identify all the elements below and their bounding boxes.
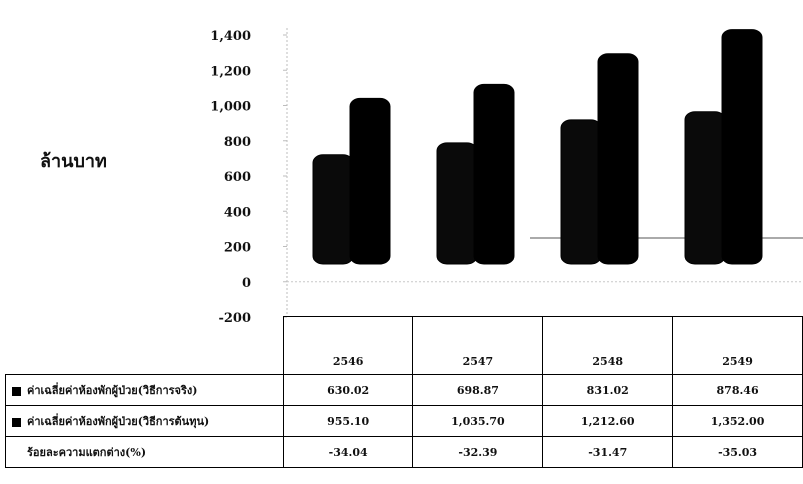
y-tick-label: 400 <box>224 205 251 220</box>
table-cell: 1,035.70 <box>412 405 544 437</box>
bar-series-1 <box>684 111 726 265</box>
table-header-cell: 2549 <box>672 316 803 375</box>
table-cell: 955.10 <box>282 405 414 437</box>
legend-entry-series-1: ค่าเฉลี่ยค่าห้องพักผู้ป่วย(วิธีการจริง) <box>5 374 284 406</box>
legend-entry-series-2: ค่าเฉลี่ยค่าห้องพักผู้ป่วย(วิธีการต้นทุน… <box>5 405 284 437</box>
table-corner <box>6 317 284 375</box>
table-row: ค่าเฉลี่ยค่าห้องพักผู้ป่วย(วิธีการจริง) … <box>5 374 803 406</box>
difference-label: ร้อยละความแตกต่าง(%) <box>27 446 147 459</box>
y-tick-label: 1,200 <box>210 64 251 79</box>
y-tick-label: 0 <box>242 276 251 291</box>
y-tick-label: 1,000 <box>210 100 251 115</box>
bar-series-2 <box>721 29 763 265</box>
table-cell: -34.04 <box>282 436 414 468</box>
table-row: ร้อยละความแตกต่าง(%) -34.04 -32.39 -31.4… <box>5 436 803 468</box>
table-cell: -31.47 <box>542 436 674 468</box>
legend-label: ค่าเฉลี่ยค่าห้องพักผู้ป่วย(วิธีการต้นทุน… <box>27 415 210 428</box>
table-header-cell: 2548 <box>542 316 674 375</box>
table-cell: 630.02 <box>282 374 414 406</box>
data-table: 2546 2547 2548 2549 ค่าเฉลี่ยค่าห้องพักผ… <box>5 316 803 468</box>
y-axis-title: ล้านบาท <box>40 151 107 172</box>
table-header-cell: 2546 <box>282 316 414 375</box>
table-cell: 698.87 <box>412 374 544 406</box>
legend-swatch-icon <box>12 386 21 396</box>
y-tick-label: 200 <box>224 241 251 256</box>
table-header-cell: 2547 <box>412 316 544 375</box>
bar-series-2 <box>349 97 391 265</box>
bar-series-1 <box>312 154 354 265</box>
legend-swatch-icon <box>12 417 21 427</box>
y-tick-label: 600 <box>224 170 251 185</box>
bar-series-2 <box>473 83 515 265</box>
table-cell: 1,212.60 <box>542 405 674 437</box>
bar-series-2 <box>597 53 639 265</box>
table-cell: -35.03 <box>672 436 803 468</box>
y-tick-label: 800 <box>224 135 251 150</box>
table-cell: 878.46 <box>672 374 803 406</box>
y-tick-label: 1,400 <box>210 29 251 44</box>
table-cell: -32.39 <box>412 436 544 468</box>
bar-series-1 <box>560 119 602 265</box>
table-cell: 831.02 <box>542 374 674 406</box>
y-tick-label: -200 <box>218 311 251 326</box>
table-row: ค่าเฉลี่ยค่าห้องพักผู้ป่วย(วิธีการต้นทุน… <box>5 405 803 437</box>
legend-label: ค่าเฉลี่ยค่าห้องพักผู้ป่วย(วิธีการจริง) <box>27 384 198 397</box>
table-cell: 1,352.00 <box>672 405 803 437</box>
difference-row-label: ร้อยละความแตกต่าง(%) <box>5 436 284 468</box>
bar-series-1 <box>436 142 478 265</box>
table-header-row: 2546 2547 2548 2549 <box>6 316 803 375</box>
